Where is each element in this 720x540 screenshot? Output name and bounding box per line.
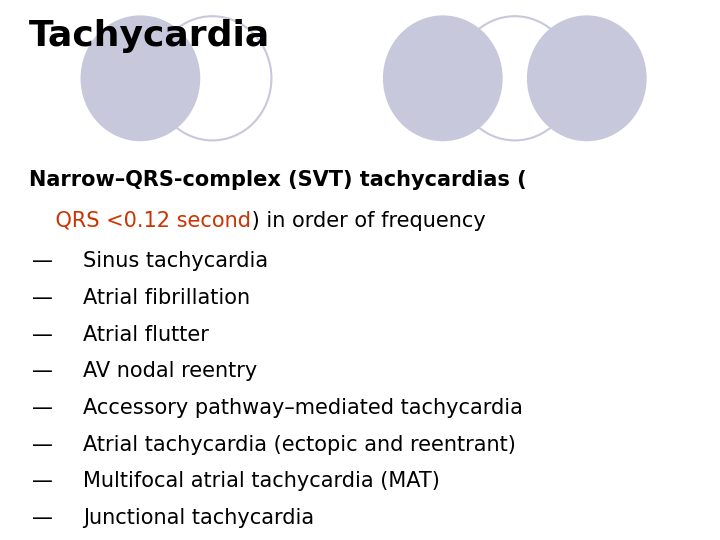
Text: Atrial flutter: Atrial flutter [83, 325, 209, 345]
Text: —: — [32, 398, 53, 418]
Ellipse shape [384, 16, 502, 140]
Text: Multifocal atrial tachycardia (MAT): Multifocal atrial tachycardia (MAT) [83, 471, 440, 491]
Text: Narrow–QRS-complex (SVT) tachycardias (: Narrow–QRS-complex (SVT) tachycardias ( [29, 170, 526, 190]
Text: Junctional tachycardia: Junctional tachycardia [83, 508, 314, 528]
Text: ) in order of frequency: ) in order of frequency [245, 211, 485, 231]
Text: Atrial tachycardia (ectopic and reentrant): Atrial tachycardia (ectopic and reentran… [83, 435, 516, 455]
Text: —: — [32, 325, 53, 345]
Text: —: — [32, 471, 53, 491]
Text: —: — [32, 251, 53, 271]
Text: —: — [32, 508, 53, 528]
Text: Atrial fibrillation: Atrial fibrillation [83, 288, 250, 308]
Text: —: — [32, 288, 53, 308]
Ellipse shape [528, 16, 646, 140]
Text: Accessory pathway–mediated tachycardia: Accessory pathway–mediated tachycardia [83, 398, 523, 418]
Text: Tachycardia: Tachycardia [29, 19, 270, 53]
Text: —: — [32, 435, 53, 455]
Text: —: — [32, 361, 53, 381]
Ellipse shape [81, 16, 199, 140]
Text: QRS <0.12 second: QRS <0.12 second [29, 211, 251, 231]
Text: AV nodal reentry: AV nodal reentry [83, 361, 257, 381]
Text: Sinus tachycardia: Sinus tachycardia [83, 251, 268, 271]
